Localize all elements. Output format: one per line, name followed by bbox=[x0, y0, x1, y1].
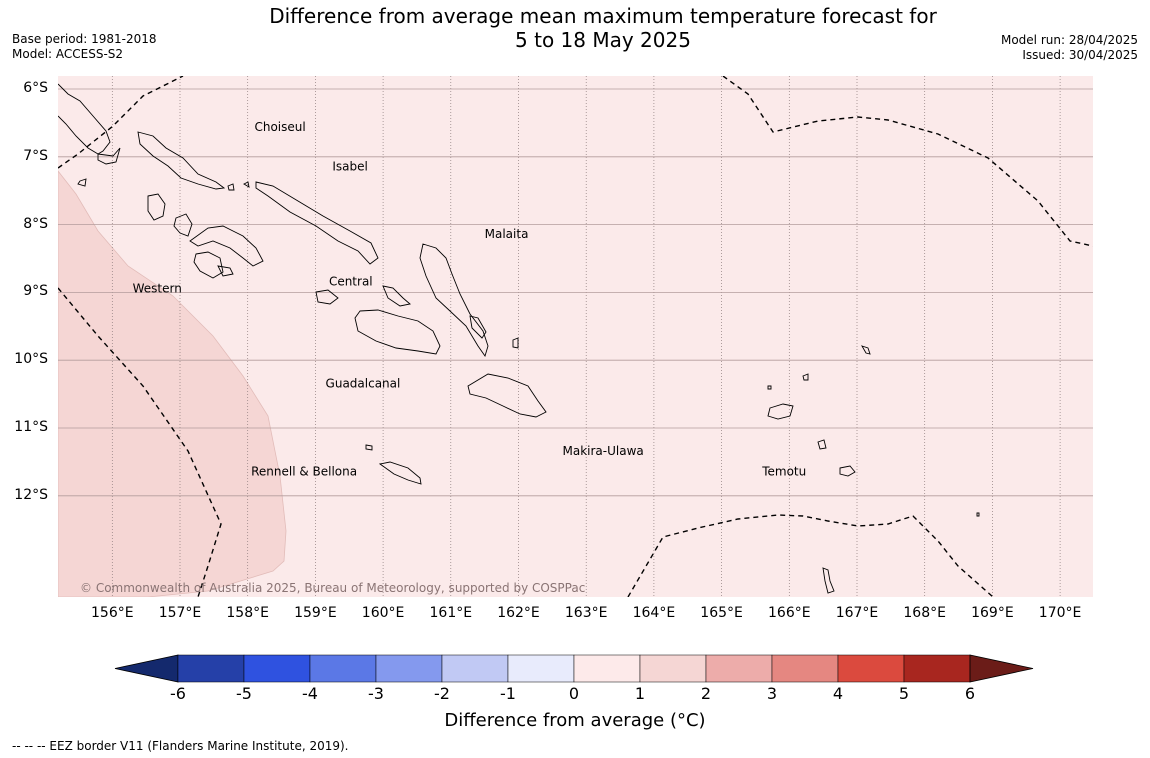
coastlines bbox=[58, 83, 980, 594]
chart-title-line1: Difference from average mean maximum tem… bbox=[269, 4, 937, 28]
colorbar-tick-label: 0 bbox=[568, 684, 580, 703]
colorbar-under-triangle bbox=[114, 654, 179, 683]
colorbar-cell bbox=[375, 654, 443, 683]
colorbar-cell bbox=[243, 654, 311, 683]
colorbar bbox=[114, 654, 1034, 683]
longitude-label: 164°E bbox=[632, 605, 676, 621]
latitude-label: 12°S bbox=[14, 486, 48, 503]
longitude-label: 166°E bbox=[768, 605, 811, 621]
latitude-label: 11°S bbox=[14, 419, 48, 435]
chart-title-line2: 5 to 18 May 2025 bbox=[515, 28, 691, 52]
colorbar-cell bbox=[309, 654, 377, 683]
longitude-label: 170°E bbox=[1038, 605, 1082, 621]
eez-footnote: -- -- -- EEZ border V11 (Flanders Marine… bbox=[12, 739, 349, 753]
province-labels: Choiseul Isabel Malaita Western Central Guada… bbox=[133, 120, 807, 478]
base-period-text: Base period: 1981-2018 bbox=[12, 32, 157, 46]
colorbar-cell bbox=[573, 654, 641, 683]
longitude-label: 167°E bbox=[835, 605, 879, 621]
colorbar-cell bbox=[837, 654, 905, 683]
province-label: Isabel bbox=[332, 159, 367, 173]
colorbar-cell bbox=[903, 654, 971, 683]
province-label: Rennell & Bellona bbox=[251, 464, 357, 478]
province-label: Western bbox=[133, 281, 182, 295]
forecast-map: Choiseul Isabel Malaita Western Central Guada… bbox=[58, 76, 1093, 597]
province-label: Guadalcanal bbox=[326, 376, 401, 390]
colorbar-tick-label: 3 bbox=[766, 684, 778, 703]
longitude-label: 165°E bbox=[700, 605, 743, 621]
model-text: Model: ACCESS-S2 bbox=[12, 47, 124, 61]
province-label: Central bbox=[329, 275, 373, 289]
colorbar-tick-label: -6 bbox=[170, 684, 186, 703]
province-label: Malaita bbox=[485, 227, 529, 241]
longitude-label: 169°E bbox=[971, 605, 1014, 621]
latitude-label: 7°S bbox=[23, 147, 48, 164]
latitude-label: 8°S bbox=[23, 215, 48, 232]
longitude-label: 157°E bbox=[158, 605, 202, 621]
colorbar-tick-label: -5 bbox=[236, 684, 252, 703]
colorbar-cell bbox=[507, 654, 575, 683]
eez-border bbox=[58, 76, 1093, 597]
longitude-label: 159°E bbox=[294, 605, 337, 621]
colorbar-tick-label: -1 bbox=[500, 684, 516, 703]
colorbar-title: Difference from average (°C) bbox=[444, 710, 706, 731]
map-gridlines bbox=[58, 76, 1093, 597]
model-run-text: Model run: 28/04/2025 bbox=[1000, 33, 1138, 47]
longitude-label: 162°E bbox=[497, 605, 540, 621]
longitude-label: 156°E bbox=[91, 605, 134, 621]
longitude-label: 161°E bbox=[429, 605, 473, 621]
longitude-label: 163°E bbox=[564, 605, 608, 621]
colorbar-cell bbox=[705, 654, 773, 683]
colorbar-cell bbox=[441, 654, 509, 683]
colorbar-tick-label: 1 bbox=[634, 684, 646, 703]
colorbar-cell bbox=[639, 654, 707, 683]
copyright-text: © Commonwealth of Australia 2025, Bureau… bbox=[80, 581, 585, 595]
colorbar-tick-label: 5 bbox=[898, 684, 910, 703]
colorbar-tick-label: 6 bbox=[964, 684, 976, 703]
warm-anomaly-zone bbox=[58, 170, 287, 597]
longitude-label: 168°E bbox=[903, 605, 946, 621]
latitude-label: 9°S bbox=[23, 283, 48, 300]
colorbar-over-triangle bbox=[969, 654, 1034, 683]
colorbar-tick-label: -2 bbox=[434, 684, 450, 703]
colorbar-tick-label: -3 bbox=[368, 684, 384, 703]
longitude-label: 160°E bbox=[361, 605, 405, 621]
colorbar-cell bbox=[177, 654, 245, 683]
issued-text: Issued: 30/04/2025 bbox=[1022, 48, 1138, 62]
longitude-label: 158°E bbox=[226, 605, 269, 621]
province-label: Temotu bbox=[761, 464, 806, 478]
province-label: Makira-Ulawa bbox=[563, 444, 644, 458]
colorbar-cell bbox=[771, 654, 839, 683]
latitude-label: 10°S bbox=[14, 351, 48, 368]
colorbar-tick-label: -4 bbox=[302, 684, 318, 703]
colorbar-tick-label: 2 bbox=[700, 684, 712, 703]
province-label: Choiseul bbox=[254, 120, 305, 134]
latitude-label: 6°S bbox=[23, 80, 48, 96]
colorbar-tick-label: 4 bbox=[832, 684, 844, 703]
